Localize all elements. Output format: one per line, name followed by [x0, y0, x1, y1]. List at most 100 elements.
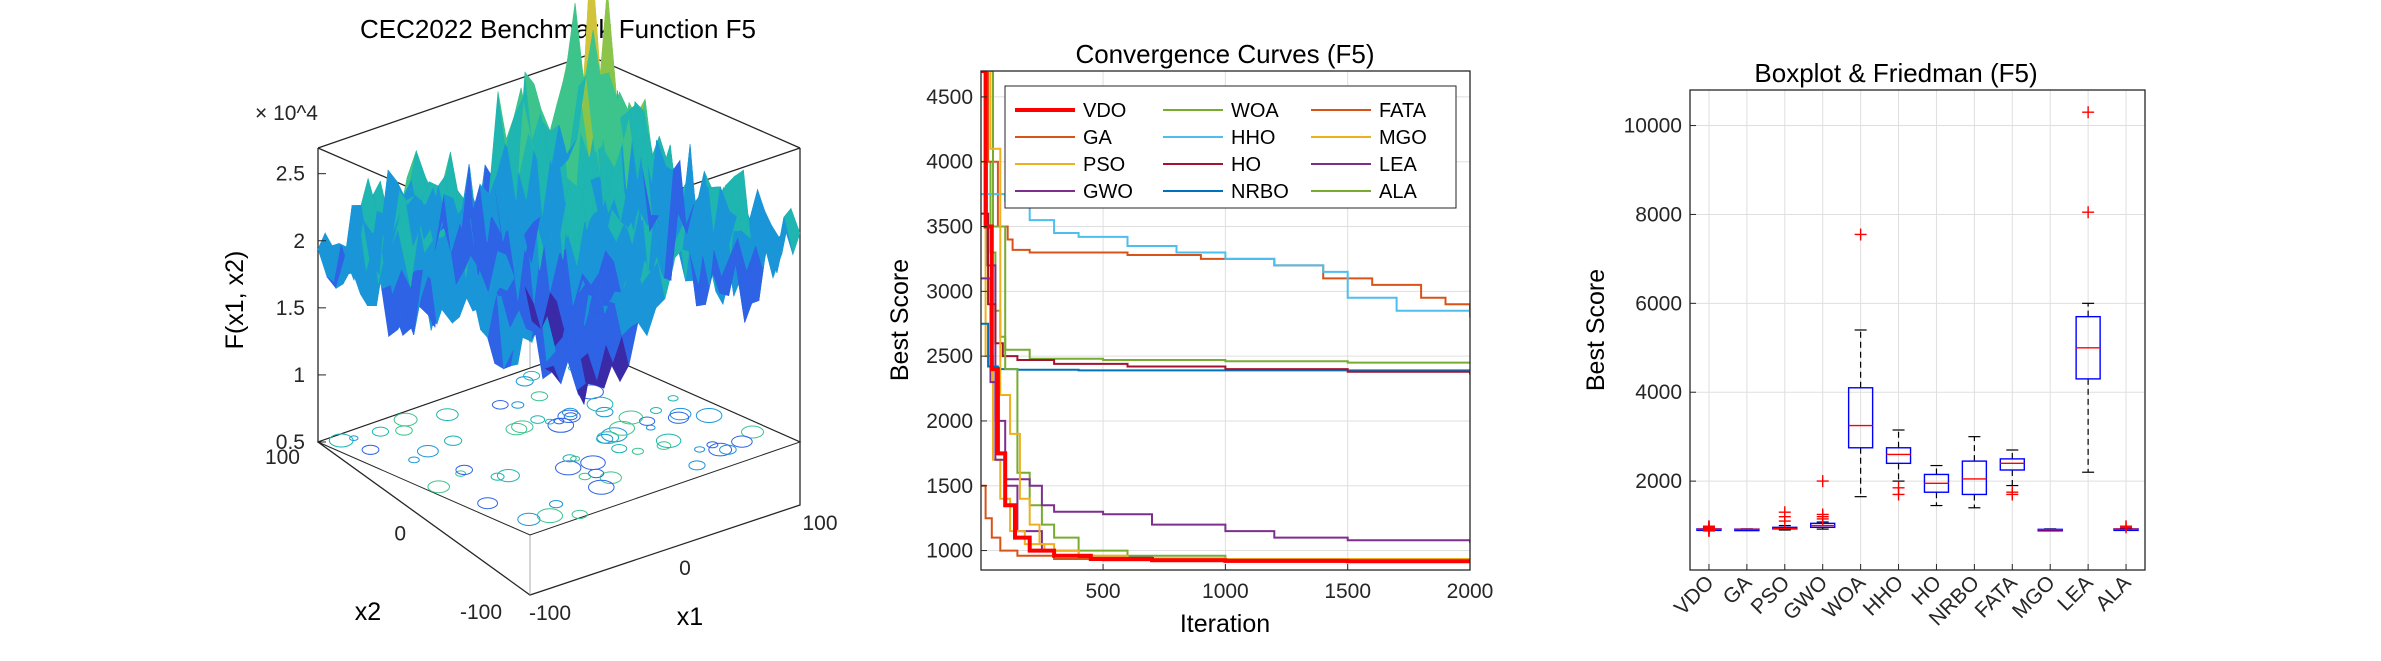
box-rect — [1961, 460, 1988, 496]
box-ala — [2113, 520, 2139, 534]
contour-ring — [444, 435, 463, 446]
series-line-ho — [981, 212, 1470, 375]
boxplot-boxes — [1696, 106, 2139, 537]
contour-ring — [523, 370, 541, 381]
legend-label-vdo: VDO — [1083, 100, 1126, 122]
z-tick-label: 1.5 — [276, 297, 305, 320]
contour-ring — [596, 431, 620, 445]
z-tick-label: 1 — [293, 364, 305, 387]
outlier-marker — [2082, 106, 2095, 119]
z-tick-label: 2.5 — [276, 163, 305, 186]
contour-ring — [708, 442, 733, 457]
conv-y-tick-label: 1000 — [926, 540, 973, 563]
x2-tick-label: 100 — [265, 446, 300, 469]
convergence-y-label: Best Score — [886, 259, 914, 381]
box-y-tick-label: 2000 — [1635, 470, 1682, 493]
series-line-vdo — [981, 71, 1470, 564]
convergence-legend: VDO GA PSO GWO WOA HHO HO NRBO FATA MGO LEA ALA — [1004, 85, 1457, 209]
box-fata — [1999, 449, 2025, 501]
contour-ring — [455, 464, 474, 475]
contour-ring — [371, 426, 389, 437]
box-x-tick-label: FATA — [1971, 571, 2022, 622]
legend-label-lea: LEA — [1379, 154, 1417, 176]
box-ho — [1923, 464, 1950, 507]
contour-ring — [515, 376, 534, 387]
box-lea — [2075, 106, 2101, 473]
contour-ring — [586, 396, 614, 412]
contour-ring — [719, 444, 737, 455]
legend-label-ga: GA — [1083, 127, 1113, 149]
boxplot-y-ticks: 2000 4000 6000 8000 10000 — [1624, 115, 1696, 493]
convergence-x-ticks: 500 1000 1500 2000 — [1086, 564, 1493, 603]
contour-ring — [477, 497, 499, 510]
contour-ring — [408, 456, 420, 464]
surface-plot-panel: CEC2022 Benchmark Function F5 0.5 1 1.5 2 2.… — [221, 0, 838, 631]
contour-ring — [595, 406, 614, 418]
contour-ring — [349, 435, 359, 442]
outlier-marker — [1816, 508, 1829, 521]
outlier-marker — [1778, 506, 1791, 519]
conv-y-tick-label: 4500 — [926, 86, 973, 109]
contour-ring — [618, 410, 644, 425]
contour-ring — [490, 472, 505, 481]
contour-ring — [455, 470, 467, 477]
box-hho — [1885, 429, 1912, 501]
contour-ring — [588, 479, 615, 495]
box-x-tick-label: HHO — [1859, 571, 1908, 620]
box-woa — [1847, 228, 1874, 498]
contour-ring — [555, 460, 582, 476]
box-vdo — [1696, 520, 1722, 537]
contour-ring — [427, 480, 451, 494]
legend-label-gwo: GWO — [1083, 181, 1133, 203]
convergence-y-ticks: 1000 1500 2000 2500 3000 3500 4000 4500 — [926, 86, 987, 563]
x2-axis-label: x2 — [355, 598, 381, 626]
boxplot-panel: Boxplot & Friedman (F5) 2000 4000 6000 8000… — [1582, 58, 2146, 630]
conv-y-tick-label: 2000 — [926, 410, 973, 433]
contour-ring — [491, 400, 509, 410]
contour-ring — [417, 445, 439, 458]
contour-ring — [436, 408, 459, 422]
box-x-tick-label: GWO — [1779, 571, 1832, 624]
contour-ring — [511, 420, 534, 434]
x2-tick-label: -100 — [460, 601, 502, 624]
conv-x-tick-label: 500 — [1086, 580, 1121, 603]
contour-ring — [562, 407, 579, 418]
x1-tick-label: 100 — [802, 512, 837, 535]
outlier-marker — [1892, 481, 1905, 494]
outlier-marker — [1816, 475, 1829, 488]
contour-ring — [578, 472, 592, 481]
box-x-tick-label: ALA — [2091, 571, 2135, 615]
legend-label-ala: ALA — [1379, 181, 1417, 203]
conv-x-tick-label: 1500 — [1324, 580, 1371, 603]
contour-ring — [553, 418, 565, 425]
contour-ring — [655, 433, 682, 448]
contour-ring — [694, 446, 706, 453]
contour-ring — [511, 401, 525, 409]
conv-y-tick-label: 1500 — [926, 475, 973, 498]
x1-axis-label: x1 — [677, 603, 703, 631]
contour-ring — [361, 444, 380, 455]
box-rect — [1885, 447, 1912, 465]
x1-tick-label: 0 — [679, 557, 691, 580]
box-rect — [1999, 458, 2025, 471]
contour-floor — [316, 347, 802, 536]
surface-facet — [578, 72, 596, 153]
box-pso — [1772, 506, 1798, 531]
conv-y-tick-label: 3500 — [926, 216, 973, 239]
contour-ring — [496, 469, 520, 483]
z-exponent-label: × 10^4 — [255, 102, 318, 125]
convergence-title: Convergence Curves (F5) — [1075, 39, 1374, 69]
contour-ring — [667, 395, 679, 402]
conv-x-tick-label: 1000 — [1202, 580, 1249, 603]
contour-ring — [571, 509, 588, 520]
box-x-tick-label: LEA — [2053, 571, 2097, 615]
contour-ring — [609, 420, 635, 436]
boxplot-title: Boxplot & Friedman (F5) — [1754, 58, 2037, 88]
box-ga — [1734, 528, 1760, 532]
contour-ring — [706, 441, 719, 449]
contour-ring — [505, 422, 528, 436]
x2-tick-label: 0 — [394, 523, 406, 546]
conv-y-tick-label: 3000 — [926, 280, 973, 303]
